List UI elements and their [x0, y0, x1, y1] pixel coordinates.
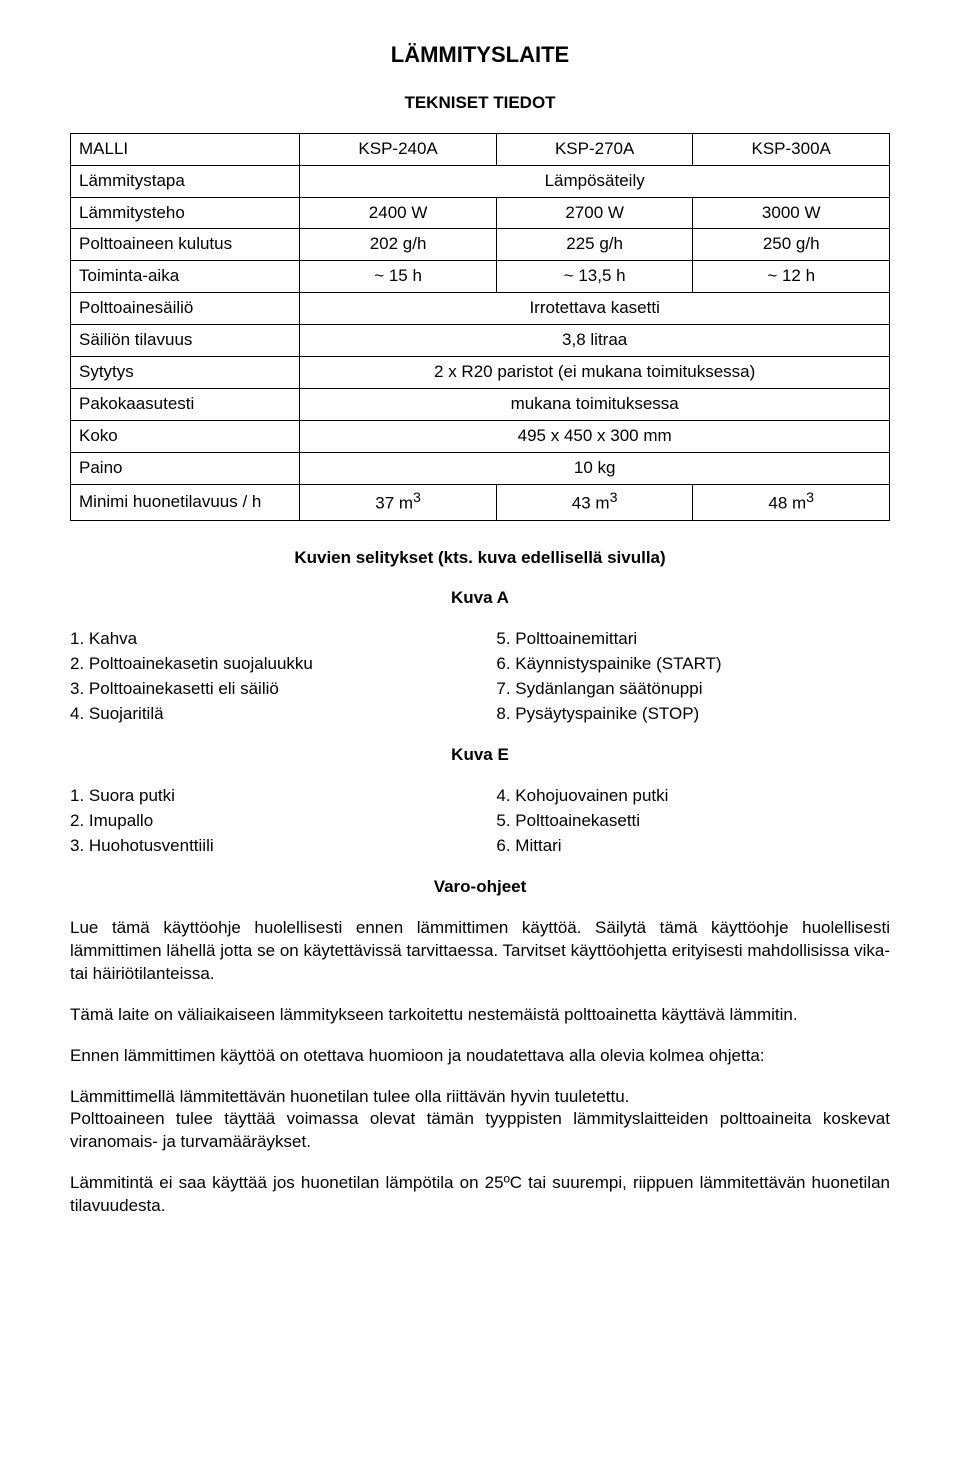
cell: 2 x R20 paristot (ei mukana toimituksess… — [300, 357, 890, 389]
sup: 3 — [610, 490, 618, 506]
list-item: 8. Pysäytyspainike (STOP) — [496, 703, 890, 726]
cell: 37 m3 — [300, 484, 497, 520]
cell: ~ 15 h — [300, 261, 497, 293]
table-row: Säiliön tilavuus 3,8 litraa — [71, 325, 890, 357]
table-row: Toiminta-aika ~ 15 h ~ 13,5 h ~ 12 h — [71, 261, 890, 293]
list-item: 5. Polttoainemittari — [496, 628, 890, 651]
table-row: Polttoainesäiliö Irrotettava kasetti — [71, 293, 890, 325]
list-item: 4. Kohojuovainen putki — [496, 785, 890, 808]
cell: Toiminta-aika — [71, 261, 300, 293]
list-item: 2. Polttoainekasetin suojaluukku — [70, 653, 464, 676]
cell: 250 g/h — [693, 229, 890, 261]
sup: 3 — [413, 490, 421, 506]
list-item: 7. Sydänlangan säätönuppi — [496, 678, 890, 701]
kuva-e-heading: Kuva E — [70, 744, 890, 767]
table-row: Koko 495 x 450 x 300 mm — [71, 421, 890, 453]
cell: Lämpösäteily — [300, 165, 890, 197]
list-item: 5. Polttoainekasetti — [496, 810, 890, 833]
cell: 48 m3 — [693, 484, 890, 520]
cell: Irrotettava kasetti — [300, 293, 890, 325]
table-row: Lämmitysteho 2400 W 2700 W 3000 W — [71, 197, 890, 229]
table-row: Paino 10 kg — [71, 453, 890, 485]
cell: 43 m3 — [496, 484, 693, 520]
kuva-a-list: 1. Kahva 2. Polttoainekasetin suojaluukk… — [70, 628, 890, 728]
kuva-a-heading: Kuva A — [70, 587, 890, 610]
cell: Koko — [71, 421, 300, 453]
paragraph: Lämmitintä ei saa käyttää jos huonetilan… — [70, 1172, 890, 1218]
cell: KSP-300A — [693, 133, 890, 165]
cell: Sytytys — [71, 357, 300, 389]
col-right: 4. Kohojuovainen putki 5. Polttoainekase… — [496, 785, 890, 860]
list-item: 3. Huohotusventtiili — [70, 835, 464, 858]
paragraph: Ennen lämmittimen käyttöä on otettava hu… — [70, 1045, 890, 1068]
paragraph: Tämä laite on väliaikaiseen lämmitykseen… — [70, 1004, 890, 1027]
cell: 2400 W — [300, 197, 497, 229]
kuva-e-list: 1. Suora putki 2. Imupallo 3. Huohotusve… — [70, 785, 890, 860]
value: 43 m — [572, 494, 610, 513]
col-left: 1. Kahva 2. Polttoainekasetin suojaluukk… — [70, 628, 464, 728]
cell: ~ 12 h — [693, 261, 890, 293]
list-item: 1. Suora putki — [70, 785, 464, 808]
cell: 10 kg — [300, 453, 890, 485]
value: 37 m — [375, 494, 413, 513]
cell: KSP-270A — [496, 133, 693, 165]
value: 48 m — [768, 494, 806, 513]
table-row: Pakokaasutesti mukana toimituksessa — [71, 389, 890, 421]
line: Polttoaineen tulee täyttää voimassa olev… — [70, 1109, 890, 1151]
table-row: Minimi huonetilavuus / h 37 m3 43 m3 48 … — [71, 484, 890, 520]
cell: 2700 W — [496, 197, 693, 229]
col-left: 1. Suora putki 2. Imupallo 3. Huohotusve… — [70, 785, 464, 860]
paragraph: Lämmittimellä lämmitettävän huonetilan t… — [70, 1086, 890, 1155]
table-row: Sytytys 2 x R20 paristot (ei mukana toim… — [71, 357, 890, 389]
cell: 202 g/h — [300, 229, 497, 261]
page-title: LÄMMITYSLAITE — [70, 40, 890, 70]
list-item: 4. Suojaritilä — [70, 703, 464, 726]
cell: MALLI — [71, 133, 300, 165]
cell: Polttoainesäiliö — [71, 293, 300, 325]
cell: Minimi huonetilavuus / h — [71, 484, 300, 520]
cell: mukana toimituksessa — [300, 389, 890, 421]
cell: KSP-240A — [300, 133, 497, 165]
cell: Polttoaineen kulutus — [71, 229, 300, 261]
cell: 225 g/h — [496, 229, 693, 261]
cell: ~ 13,5 h — [496, 261, 693, 293]
cell: 3000 W — [693, 197, 890, 229]
cell: Säiliön tilavuus — [71, 325, 300, 357]
specs-table: MALLI KSP-240A KSP-270A KSP-300A Lämmity… — [70, 133, 890, 521]
cell: Lämmitystapa — [71, 165, 300, 197]
page-subtitle: TEKNISET TIEDOT — [70, 92, 890, 115]
cell: Lämmitysteho — [71, 197, 300, 229]
kuvien-title: Kuvien selitykset (kts. kuva edellisellä… — [70, 547, 890, 570]
line: Lämmittimellä lämmitettävän huonetilan t… — [70, 1087, 629, 1106]
table-row: Lämmitystapa Lämpösäteily — [71, 165, 890, 197]
cell: 495 x 450 x 300 mm — [300, 421, 890, 453]
varo-heading: Varo-ohjeet — [70, 876, 890, 899]
list-item: 6. Käynnistyspainike (START) — [496, 653, 890, 676]
cell: Pakokaasutesti — [71, 389, 300, 421]
sup: 3 — [806, 490, 814, 506]
table-row: Polttoaineen kulutus 202 g/h 225 g/h 250… — [71, 229, 890, 261]
list-item: 6. Mittari — [496, 835, 890, 858]
list-item: 1. Kahva — [70, 628, 464, 651]
cell: Paino — [71, 453, 300, 485]
paragraph: Lue tämä käyttöohje huolellisesti ennen … — [70, 917, 890, 986]
list-item: 3. Polttoainekasetti eli säiliö — [70, 678, 464, 701]
table-row: MALLI KSP-240A KSP-270A KSP-300A — [71, 133, 890, 165]
col-right: 5. Polttoainemittari 6. Käynnistyspainik… — [496, 628, 890, 728]
list-item: 2. Imupallo — [70, 810, 464, 833]
cell: 3,8 litraa — [300, 325, 890, 357]
